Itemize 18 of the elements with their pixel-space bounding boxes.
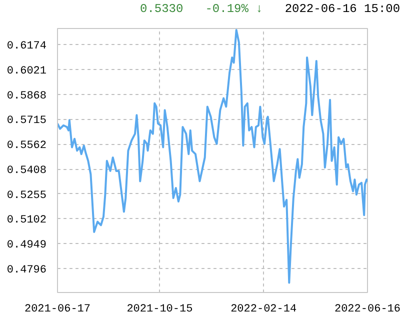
y-tick-label: 0.5255 bbox=[6, 190, 47, 202]
x-tick-label: 2022-06-16 bbox=[334, 304, 401, 316]
x-tick-label: 2021-06-17 bbox=[24, 304, 91, 316]
text: -0.19% ↓ bbox=[205, 2, 263, 16]
y-tick-label: 0.5562 bbox=[6, 140, 47, 152]
y-tick-label: 0.4796 bbox=[6, 264, 47, 276]
line-series bbox=[58, 28, 368, 284]
y-tick-label: 0.5102 bbox=[6, 214, 47, 227]
y-tick-label: 0.6021 bbox=[6, 66, 47, 78]
y-tick-label: 0.5868 bbox=[6, 90, 47, 102]
text: 0.5330 bbox=[140, 2, 184, 16]
x-tick-label: 2022-02-14 bbox=[230, 304, 298, 316]
x-tick-label: 2021-10-15 bbox=[126, 304, 193, 316]
text: 2022-06-16 15:00 bbox=[284, 2, 400, 16]
y-tick-label: 0.5715 bbox=[6, 115, 47, 128]
y-tick-label: 0.5408 bbox=[6, 165, 47, 178]
y-tick-label: 0.6174 bbox=[6, 40, 47, 53]
y-tick-label: 0.4949 bbox=[6, 239, 47, 252]
